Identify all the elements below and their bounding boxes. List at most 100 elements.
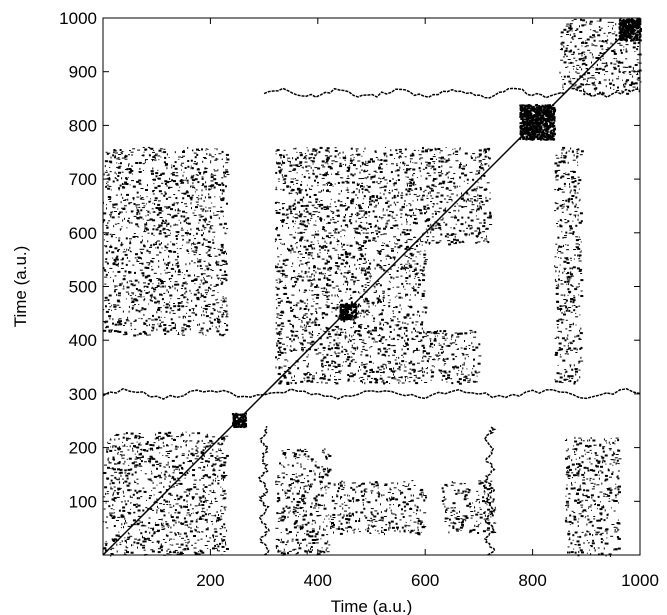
recurrence-point (296, 492, 300, 495)
recurrence-point (124, 539, 127, 542)
recurrence-point (207, 442, 210, 444)
recurrence-point (581, 531, 584, 533)
recurrence-point (469, 506, 471, 509)
recurrence-point (282, 176, 284, 179)
recurrence-point (365, 217, 367, 219)
recurrence-point (448, 531, 450, 534)
recurrence-point (315, 495, 318, 498)
recurrence-point (313, 470, 315, 472)
recurrence-point (403, 352, 407, 355)
recurrence-point (162, 503, 165, 505)
recurrence-point (332, 365, 336, 367)
recurrence-point (133, 503, 137, 506)
recurrence-point (413, 374, 417, 376)
recurrence-point (415, 256, 417, 258)
recurrence-point (329, 165, 332, 168)
recurrence-point (593, 444, 597, 446)
recurrence-point (300, 183, 303, 186)
recurrence-point (313, 301, 315, 302)
recurrence-point (608, 498, 610, 500)
recurrence-point (205, 528, 209, 531)
recurrence-point (612, 459, 616, 461)
recurrence-point (124, 480, 128, 483)
recurrence-point (347, 364, 351, 367)
recurrence-point (410, 254, 414, 257)
recurrence-point (306, 492, 309, 494)
recurrence-point (109, 439, 112, 441)
recurrence-point (110, 486, 112, 489)
recurrence-point (613, 461, 616, 463)
recurrence-point (126, 551, 129, 554)
recurrence-point (289, 382, 291, 384)
recurrence-point (313, 266, 316, 269)
recurrence-point (332, 513, 336, 516)
recurrence-point (325, 291, 328, 294)
recurrence-point (165, 489, 168, 491)
recurrence-point (401, 231, 405, 234)
recurrence-point (108, 461, 110, 463)
recurrence-point (281, 174, 283, 177)
recurrence-point (201, 514, 205, 517)
recurrence-point (191, 248, 193, 250)
recurrence-point (571, 463, 575, 466)
recurrence-point (140, 452, 142, 455)
recurrence-point (387, 355, 390, 357)
recurrence-point (338, 342, 341, 344)
recurrence-point (383, 336, 385, 338)
recurrence-point (374, 481, 378, 484)
recurrence-point (326, 242, 328, 244)
recurrence-point (467, 492, 470, 494)
recurrence-point (431, 228, 435, 231)
recurrence-point (475, 513, 479, 516)
recurrence-point (431, 213, 434, 215)
recurrence-point (406, 182, 408, 185)
recurrence-point (426, 210, 428, 213)
recurrence-point (297, 257, 299, 259)
recurrence-point (289, 161, 291, 164)
recurrence-point (431, 184, 435, 187)
recurrence-point (398, 366, 401, 369)
recurrence-point (138, 490, 142, 493)
recurrence-point (142, 509, 145, 512)
recurrence-point (441, 165, 443, 168)
recurrence-point (330, 515, 332, 518)
recurrence-point (292, 157, 294, 160)
recurrence-point (297, 189, 299, 191)
recurrence-point (373, 317, 376, 320)
recurrence-point (276, 342, 278, 345)
recurrence-point (103, 547, 107, 550)
recurrence-block (274, 146, 429, 385)
recurrence-point (282, 507, 285, 510)
recurrence-point (292, 178, 295, 180)
recurrence-point (168, 474, 170, 477)
recurrence-point (340, 496, 343, 499)
recurrence-point (126, 458, 128, 460)
recurrence-point (128, 533, 130, 535)
recurrence-point (346, 288, 349, 291)
recurrence-point (392, 513, 396, 515)
recurrence-point (206, 501, 207, 503)
recurrence-point (367, 227, 369, 229)
recurrence-point (320, 343, 323, 345)
recurrence-point (359, 292, 361, 294)
recurrence-point (151, 472, 153, 475)
recurrence-point (160, 549, 163, 552)
recurrence-point (426, 204, 429, 206)
recurrence-point (292, 479, 296, 481)
recurrence-point (166, 504, 169, 505)
recurrence-point (478, 524, 480, 526)
recurrence-point (130, 496, 133, 498)
recurrence-point (384, 154, 386, 157)
recurrence-point (420, 491, 424, 493)
recurrence-point (368, 223, 372, 225)
recurrence-point (392, 286, 394, 288)
recurrence-point (170, 516, 174, 518)
recurrence-point (176, 551, 179, 553)
recurrence-point (391, 215, 393, 218)
recurrence-point (579, 442, 583, 445)
recurrence-point (294, 213, 298, 215)
recurrence-point (363, 315, 365, 318)
recurrence-point (364, 284, 367, 286)
recurrence-point (283, 548, 285, 551)
recurrence-point (350, 147, 353, 150)
